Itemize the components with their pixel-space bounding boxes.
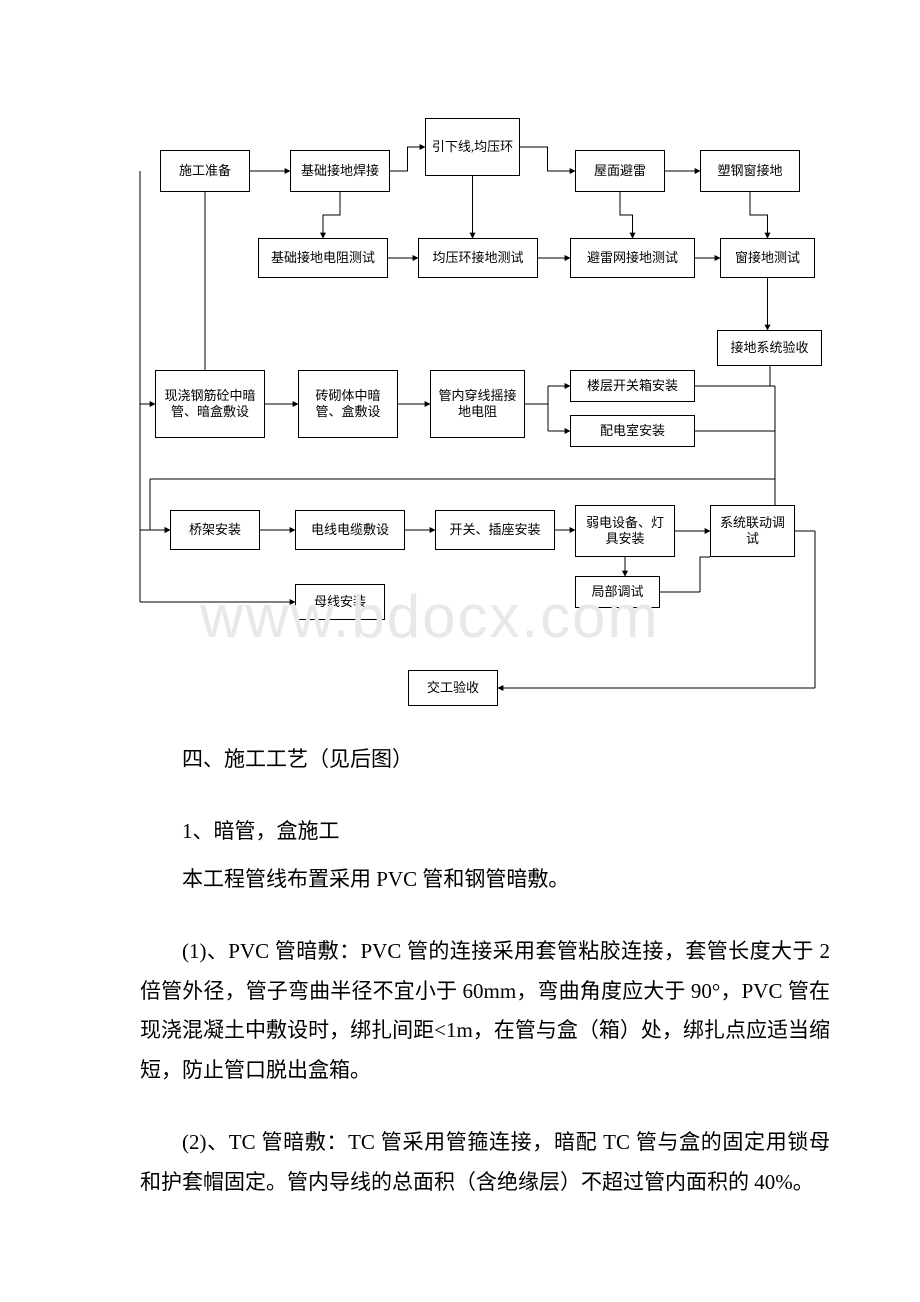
flowchart-node-n14: 楼层开关箱安装: [570, 370, 695, 402]
flowchart-node-n11: 现浇钢筋砼中暗管、暗盒敷设: [155, 370, 265, 438]
section-1-title: 1、暗管，盒施工: [140, 812, 830, 852]
flowchart-node-n10: 接地系统验收: [717, 330, 822, 366]
page: 施工准备基础接地焊接引下线,均压环屋面避雷塑钢窗接地基础接地电阻测试均压环接地测…: [0, 0, 920, 1251]
flowchart-node-n7: 均压环接地测试: [418, 238, 538, 278]
flowchart-node-n4: 屋面避雷: [575, 150, 665, 192]
flowchart-node-n9: 窗接地测试: [720, 238, 815, 278]
flowchart-node-n17: 电线电缆敷设: [295, 510, 405, 550]
flowchart-node-n19: 弱电设备、灯具安装: [575, 505, 675, 557]
flowchart-node-n22: 局部调试: [575, 576, 660, 608]
document-body: 四、施工工艺（见后图） 1、暗管，盒施工 本工程管线布置采用 PVC 管和钢管暗…: [0, 720, 920, 1251]
flowchart-node-n21: 母线安装: [295, 584, 385, 620]
section-1-p2: (2)、TC 管暗敷：TC 管采用管箍连接，暗配 TC 管与盒的固定用锁母和护套…: [140, 1123, 830, 1203]
flowchart-node-n2: 基础接地焊接: [290, 150, 390, 192]
flowchart-node-n8: 避雷网接地测试: [570, 238, 695, 278]
flowchart-node-n13: 管内穿线摇接地电阻: [430, 370, 525, 438]
flowchart-node-n3: 引下线,均压环: [425, 118, 520, 176]
flowchart-diagram: 施工准备基础接地焊接引下线,均压环屋面避雷塑钢窗接地基础接地电阻测试均压环接地测…: [0, 0, 920, 720]
flowchart-node-n5: 塑钢窗接地: [700, 150, 800, 192]
section-1-p1: (1)、PVC 管暗敷：PVC 管的连接采用套管粘胶连接，套管长度大于 2 倍管…: [140, 932, 830, 1092]
flowchart-node-n12: 砖砌体中暗管、盒敷设: [298, 370, 398, 438]
flowchart-node-n15: 配电室安装: [570, 415, 695, 447]
section-4-heading: 四、施工工艺（见后图）: [140, 740, 830, 780]
flowchart-node-n6: 基础接地电阻测试: [258, 238, 388, 278]
section-1-intro: 本工程管线布置采用 PVC 管和钢管暗敷。: [140, 860, 830, 900]
flowchart-node-n20: 系统联动调试: [710, 505, 795, 557]
flowchart-node-n23: 交工验收: [408, 670, 498, 706]
flowchart-node-n18: 开关、插座安装: [435, 510, 555, 550]
flowchart-node-n16: 桥架安装: [170, 510, 260, 550]
flowchart-node-n1: 施工准备: [160, 150, 250, 192]
